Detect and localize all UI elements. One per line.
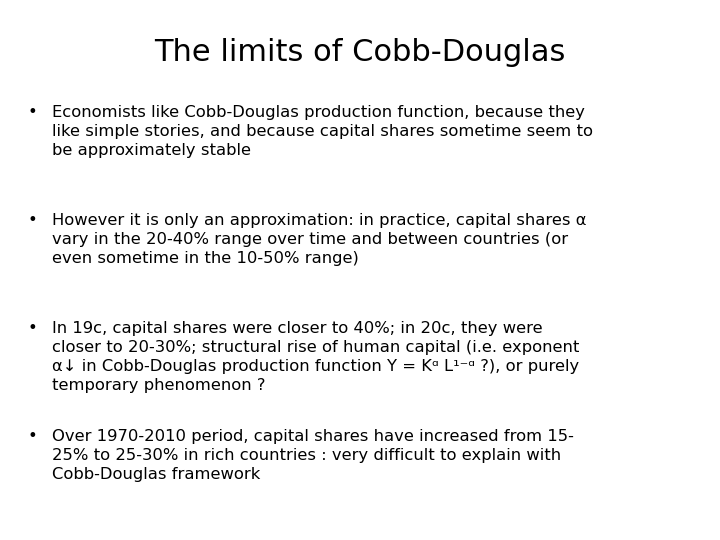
Text: •: • bbox=[28, 429, 37, 444]
Text: In 19c, capital shares were closer to 40%; in 20c, they were
closer to 20-30%; s: In 19c, capital shares were closer to 40… bbox=[52, 321, 580, 393]
Text: •: • bbox=[28, 213, 37, 228]
Text: Over 1970-2010 period, capital shares have increased from 15-
25% to 25-30% in r: Over 1970-2010 period, capital shares ha… bbox=[52, 429, 574, 482]
Text: •: • bbox=[28, 105, 37, 120]
Text: Economists like Cobb-Douglas production function, because they
like simple stori: Economists like Cobb-Douglas production … bbox=[52, 105, 593, 158]
Text: The limits of Cobb-Douglas: The limits of Cobb-Douglas bbox=[154, 38, 566, 67]
Text: However it is only an approximation: in practice, capital shares α
vary in the 2: However it is only an approximation: in … bbox=[52, 213, 587, 266]
Text: •: • bbox=[28, 321, 37, 336]
